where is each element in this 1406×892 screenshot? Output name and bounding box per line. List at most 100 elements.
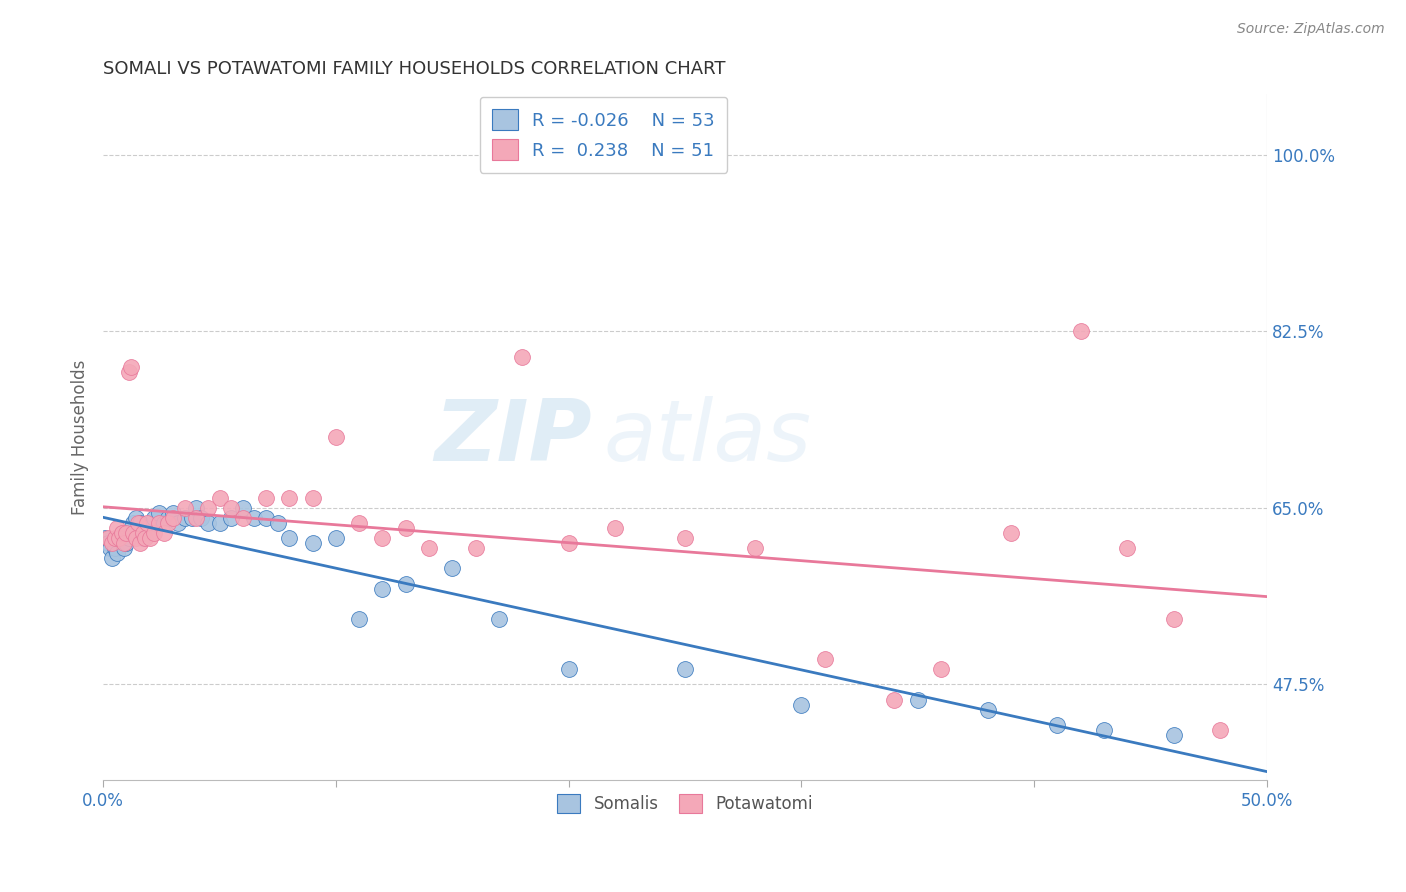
Point — [122, 526, 145, 541]
Point — [325, 430, 347, 444]
Point — [605, 521, 627, 535]
Point — [125, 531, 148, 545]
Point — [418, 541, 440, 556]
Point — [111, 526, 134, 541]
Point — [115, 526, 138, 541]
Point — [267, 516, 290, 530]
Y-axis label: Family Households: Family Households — [72, 359, 89, 515]
Point — [243, 511, 266, 525]
Point — [122, 516, 145, 530]
Point — [101, 536, 124, 550]
Point — [1209, 723, 1232, 737]
Point — [125, 511, 148, 525]
Point — [138, 526, 160, 541]
Point — [907, 692, 929, 706]
Point — [301, 536, 323, 550]
Point — [1092, 723, 1115, 737]
Text: Source: ZipAtlas.com: Source: ZipAtlas.com — [1237, 22, 1385, 37]
Text: SOMALI VS POTAWATOMI FAMILY HOUSEHOLDS CORRELATION CHART: SOMALI VS POTAWATOMI FAMILY HOUSEHOLDS C… — [103, 60, 725, 78]
Point — [131, 526, 153, 541]
Point — [976, 703, 998, 717]
Point — [254, 491, 277, 505]
Point — [510, 350, 533, 364]
Point — [138, 531, 160, 545]
Point — [232, 500, 254, 515]
Point — [152, 526, 174, 541]
Point — [148, 516, 170, 530]
Point — [814, 652, 837, 666]
Point — [197, 516, 219, 530]
Point — [112, 536, 135, 550]
Point — [301, 491, 323, 505]
Point — [129, 516, 152, 530]
Point — [152, 516, 174, 530]
Point — [371, 582, 394, 596]
Point — [118, 531, 141, 545]
Point — [464, 541, 486, 556]
Point — [131, 531, 153, 545]
Point — [395, 521, 418, 535]
Point — [488, 612, 510, 626]
Point — [929, 662, 952, 676]
Point — [325, 531, 347, 545]
Point — [744, 541, 766, 556]
Text: atlas: atlas — [603, 396, 811, 479]
Point — [557, 536, 579, 550]
Point — [219, 500, 242, 515]
Text: ZIP: ZIP — [434, 396, 592, 479]
Point — [101, 551, 124, 566]
Point — [118, 365, 141, 379]
Point — [673, 531, 696, 545]
Point — [190, 511, 212, 525]
Point — [115, 536, 138, 550]
Point — [1163, 612, 1185, 626]
Point — [157, 516, 180, 530]
Point — [94, 531, 117, 545]
Point — [162, 506, 184, 520]
Point — [186, 500, 208, 515]
Point — [143, 526, 166, 541]
Point — [127, 526, 149, 541]
Point — [127, 516, 149, 530]
Point — [136, 521, 159, 535]
Point — [112, 541, 135, 556]
Point — [1070, 325, 1092, 339]
Point — [120, 526, 142, 541]
Legend: Somalis, Potawatomi: Somalis, Potawatomi — [547, 784, 823, 823]
Point — [278, 531, 301, 545]
Point — [134, 531, 156, 545]
Point — [557, 662, 579, 676]
Point — [105, 546, 128, 560]
Point — [129, 536, 152, 550]
Point — [98, 541, 121, 556]
Point — [111, 526, 134, 541]
Point — [232, 511, 254, 525]
Point — [1000, 526, 1022, 541]
Point — [254, 511, 277, 525]
Point — [1163, 728, 1185, 742]
Point — [97, 531, 120, 545]
Point — [97, 536, 120, 550]
Point — [347, 612, 370, 626]
Point — [1116, 541, 1139, 556]
Point — [148, 506, 170, 520]
Point — [173, 511, 195, 525]
Point — [208, 491, 231, 505]
Point — [441, 561, 464, 575]
Point — [790, 698, 813, 712]
Point — [347, 516, 370, 530]
Point — [883, 692, 905, 706]
Point — [136, 516, 159, 530]
Point — [197, 500, 219, 515]
Point — [219, 511, 242, 525]
Point — [395, 576, 418, 591]
Point — [120, 359, 142, 374]
Point — [173, 500, 195, 515]
Point — [278, 491, 301, 505]
Point — [371, 531, 394, 545]
Point — [134, 526, 156, 541]
Point — [104, 531, 127, 545]
Point — [104, 541, 127, 556]
Point — [186, 511, 208, 525]
Point — [208, 516, 231, 530]
